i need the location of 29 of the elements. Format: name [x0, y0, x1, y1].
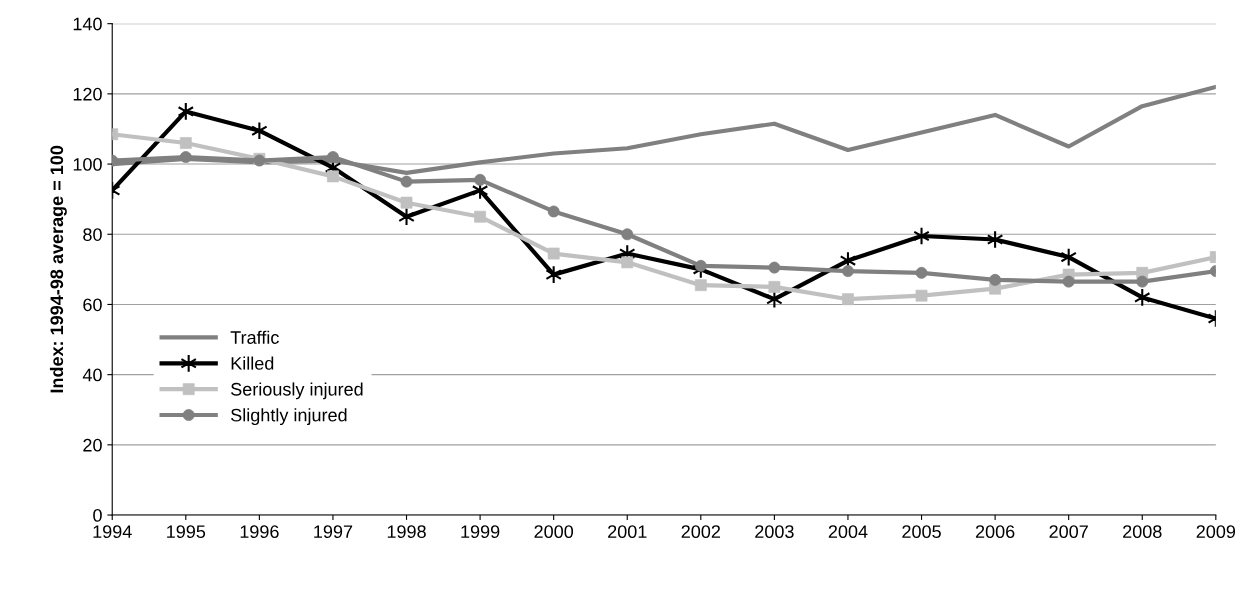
legend-label: Killed [231, 356, 274, 370]
y-axis-title: Index: 1994-98 average = 100 [49, 145, 67, 393]
legend-label: Traffic [230, 330, 279, 344]
x-tick-label: 1998 [387, 525, 426, 539]
x-tick-label: 2001 [608, 525, 647, 539]
x-tick-label: 2000 [534, 525, 574, 539]
x-tick-label: 2005 [902, 525, 941, 539]
y-tick-label: 140 [73, 17, 102, 31]
x-tick-label: 2004 [828, 525, 868, 539]
x-tick-label: 1995 [167, 525, 206, 539]
y-tick-label: 120 [73, 87, 102, 101]
y-tick-label: 20 [83, 438, 102, 452]
legend-label: Slightly injured [231, 408, 347, 426]
x-tick-label: 2007 [1049, 525, 1088, 539]
x-tick-label: 2003 [755, 525, 794, 539]
x-tick-label: 1994 [93, 525, 132, 539]
x-tick-label: 2009 [1196, 525, 1236, 539]
y-tick-label: 80 [83, 228, 102, 241]
x-tick-label: 2008 [1123, 525, 1162, 539]
x-tick-label: 2002 [681, 525, 720, 539]
x-tick-label: 2006 [975, 525, 1015, 539]
x-tick-label: 1997 [314, 525, 353, 539]
x-tick-label: 1999 [461, 525, 500, 539]
y-tick-label: 100 [73, 158, 102, 171]
y-tick-label: 0 [93, 508, 102, 522]
legend-label: Seriously injured [231, 382, 363, 400]
y-tick-label: 60 [83, 298, 102, 312]
x-tick-label: 1996 [240, 525, 279, 539]
y-tick-label: 40 [82, 368, 102, 382]
